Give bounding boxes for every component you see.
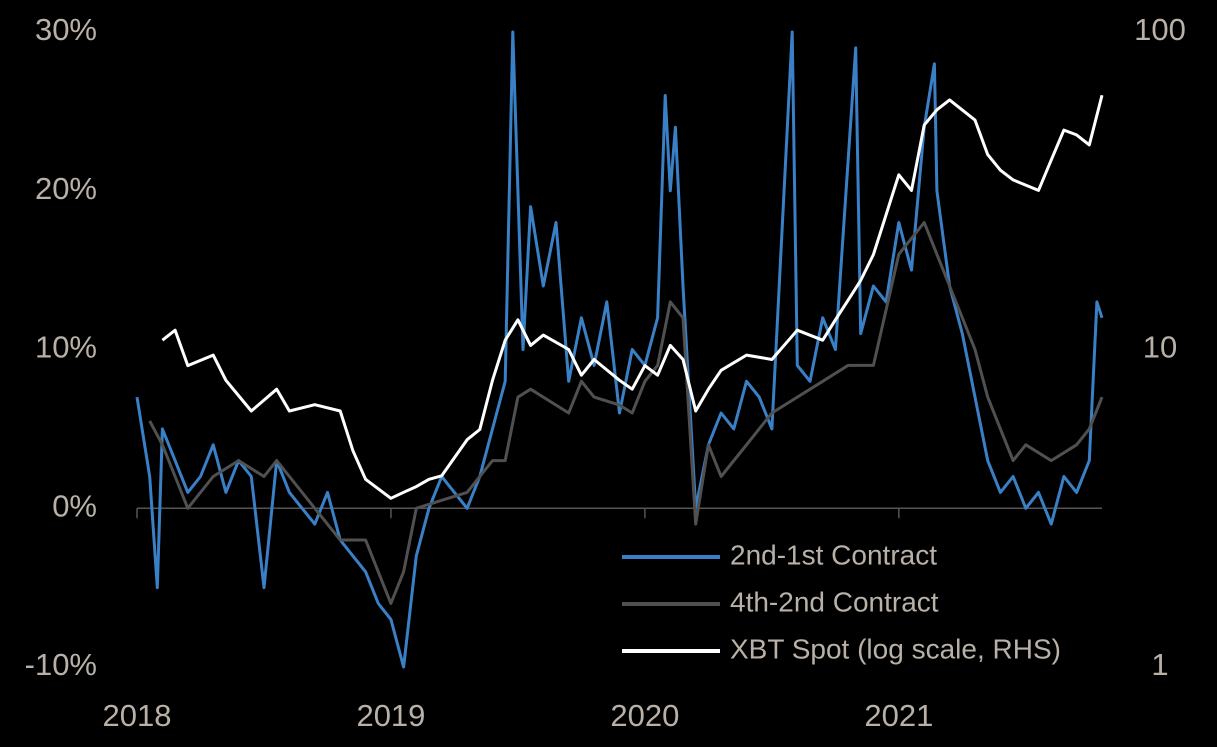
x-tick-label: 2020 bbox=[610, 698, 679, 733]
series-line bbox=[161, 94, 1104, 500]
y2-tick-label: 10 bbox=[1143, 330, 1177, 365]
x-tick-label: 2021 bbox=[864, 698, 933, 733]
y-tick-label: 30% bbox=[35, 12, 97, 47]
legend-text: XBT Spot (log scale, RHS) bbox=[730, 633, 1061, 664]
legend-text: 2nd-1st Contract bbox=[730, 539, 937, 570]
series-line bbox=[135, 30, 1104, 669]
legend: 2nd-1st Contract 4th-2nd Contract XBT Spot… bbox=[622, 539, 1061, 664]
y2-tick-label: 1 bbox=[1151, 647, 1168, 682]
x-tick-label: 2018 bbox=[103, 698, 172, 733]
y2-tick-label: 100 bbox=[1134, 12, 1186, 47]
y-tick-label: 20% bbox=[35, 171, 97, 206]
x-tick-label: 2019 bbox=[356, 698, 425, 733]
y-tick-label: 0% bbox=[52, 488, 97, 523]
series-line bbox=[148, 221, 1104, 605]
legend-text: 4th-2nd Contract bbox=[730, 586, 939, 617]
y-tick-label: -10% bbox=[25, 647, 97, 682]
y-tick-label: 10% bbox=[35, 330, 97, 365]
